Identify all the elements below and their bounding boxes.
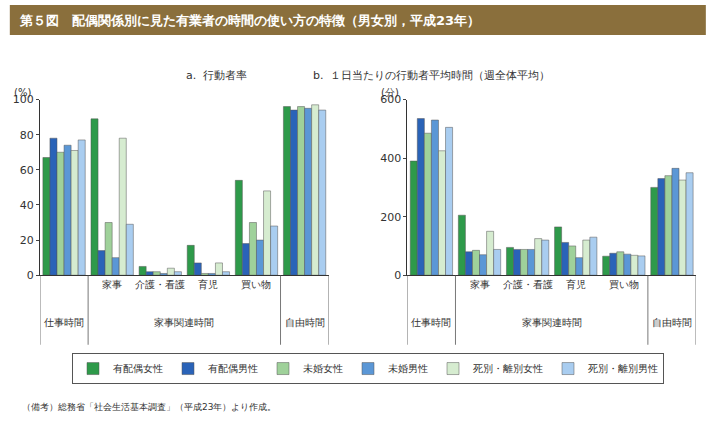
svg-text:第５図 配偶関係別に見た有業者の時間の使い方の特徴（男女別，: 第５図 配偶関係別に見た有業者の時間の使い方の特徴（男女別，平成23年） bbox=[19, 13, 480, 28]
svg-text:400: 400 bbox=[380, 152, 401, 165]
svg-text:介護・看護: 介護・看護 bbox=[503, 279, 553, 290]
svg-text:未婚女性: 未婚女性 bbox=[303, 363, 343, 374]
svg-text:自由時間: 自由時間 bbox=[652, 317, 692, 328]
svg-text:介護・看護: 介護・看護 bbox=[135, 279, 185, 290]
svg-text:家事関連時間: 家事関連時間 bbox=[522, 317, 582, 328]
svg-text:40: 40 bbox=[20, 199, 34, 212]
svg-text:0: 0 bbox=[394, 269, 401, 282]
svg-text:未婚男性: 未婚男性 bbox=[388, 363, 428, 374]
svg-text:600: 600 bbox=[380, 93, 401, 106]
svg-text:(%): (%) bbox=[14, 87, 31, 98]
svg-text:家事関連時間: 家事関連時間 bbox=[154, 317, 214, 328]
svg-text:自由時間: 自由時間 bbox=[285, 317, 325, 328]
svg-text:家事: 家事 bbox=[470, 279, 490, 290]
svg-text:育児: 育児 bbox=[198, 279, 218, 290]
svg-text:買い物: 買い物 bbox=[609, 279, 639, 290]
svg-text:仕事時間: 仕事時間 bbox=[44, 317, 84, 328]
svg-text:仕事時間: 仕事時間 bbox=[411, 317, 451, 328]
svg-text:200: 200 bbox=[380, 211, 401, 224]
svg-text:b. １日当たりの行動者平均時間（週全体平均）: b. １日当たりの行動者平均時間（週全体平均） bbox=[313, 69, 550, 82]
svg-text:0: 0 bbox=[27, 269, 34, 282]
svg-text:20: 20 bbox=[20, 234, 34, 247]
svg-text:有配偶女性: 有配偶女性 bbox=[113, 363, 163, 374]
svg-text:死別・離別女性: 死別・離別女性 bbox=[473, 363, 543, 374]
svg-text:a. 行動者率: a. 行動者率 bbox=[186, 69, 247, 82]
svg-text:(分): (分) bbox=[381, 87, 399, 98]
svg-text:育児: 育児 bbox=[566, 279, 586, 290]
svg-text:有配偶男性: 有配偶男性 bbox=[208, 363, 258, 374]
svg-text:80: 80 bbox=[20, 129, 34, 142]
svg-text:100: 100 bbox=[13, 93, 34, 106]
svg-text:家事: 家事 bbox=[102, 279, 122, 290]
svg-text:死別・離別男性: 死別・離別男性 bbox=[588, 363, 658, 374]
svg-text:買い物: 買い物 bbox=[241, 279, 271, 290]
svg-text:（備考）総務省「社会生活基本調査」（平成23年）より作成。: （備考）総務省「社会生活基本調査」（平成23年）より作成。 bbox=[22, 402, 276, 412]
svg-text:60: 60 bbox=[20, 164, 34, 177]
